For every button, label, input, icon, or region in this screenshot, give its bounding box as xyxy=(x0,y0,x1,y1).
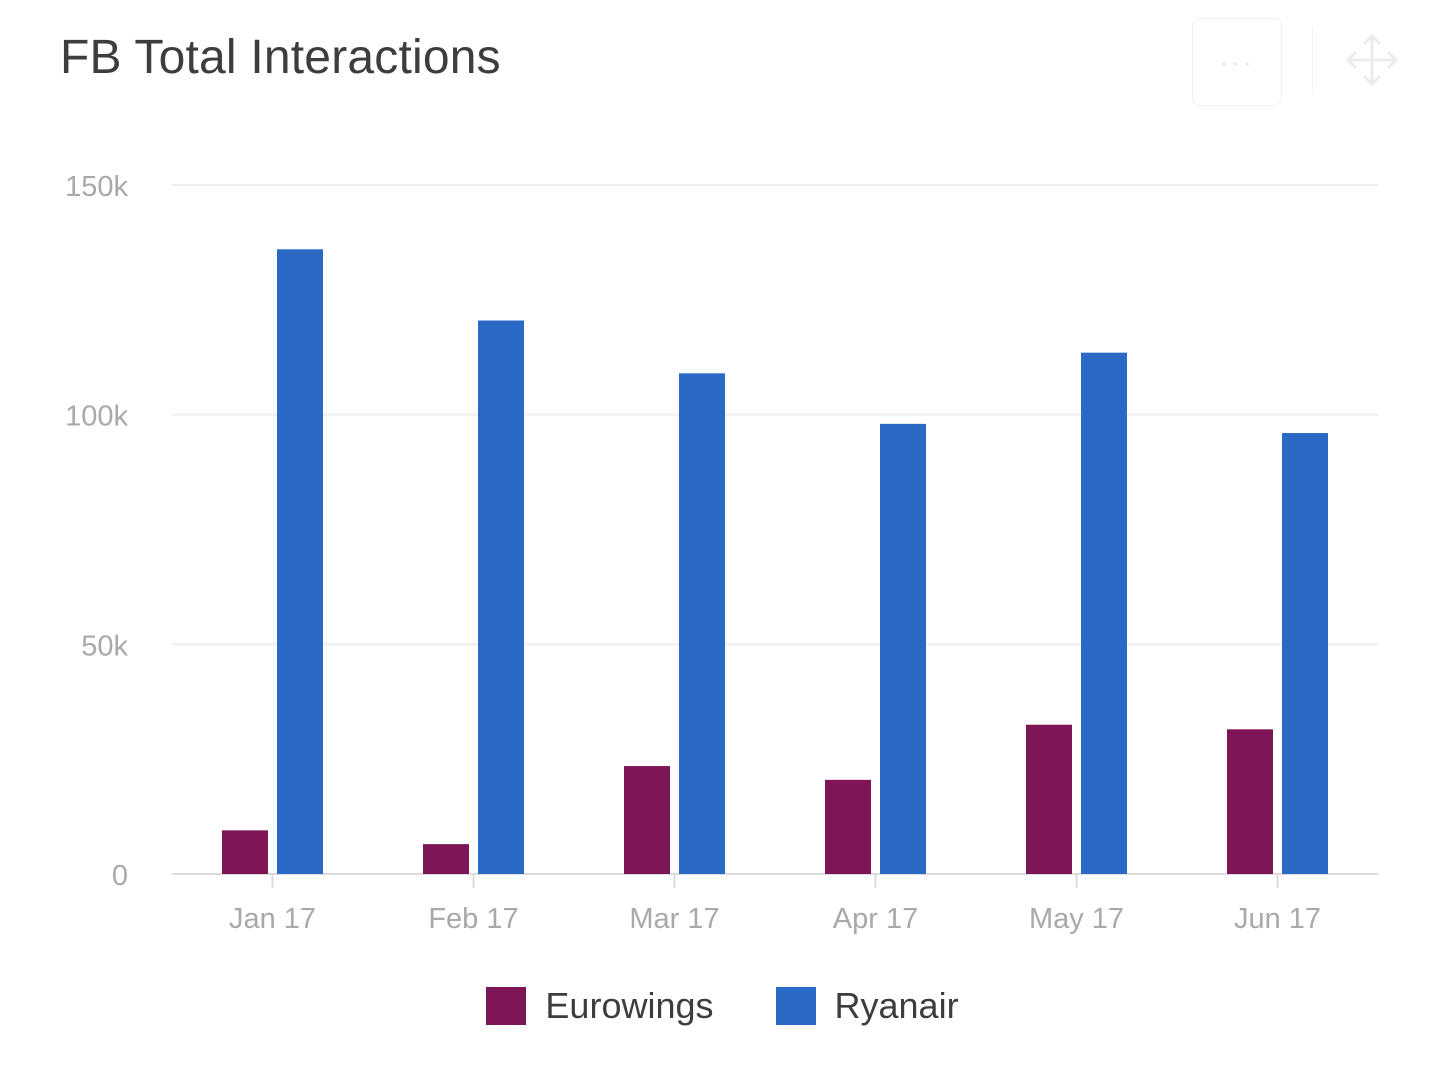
legend-label: Eurowings xyxy=(545,985,714,1026)
bar-ryanair-jan-17[interactable] xyxy=(277,249,323,875)
bar-ryanair-may-17[interactable] xyxy=(1081,352,1127,874)
x-tick-label: Jun 17 xyxy=(1234,903,1321,935)
bar-ryanair-feb-17[interactable] xyxy=(478,320,524,875)
bar-ryanair-mar-17[interactable] xyxy=(679,373,725,874)
bar-eurowings-jan-17[interactable] xyxy=(222,830,268,874)
bar-ryanair-apr-17[interactable] xyxy=(880,423,926,874)
bar-eurowings-may-17[interactable] xyxy=(1026,724,1072,874)
widget-menu-button[interactable]: ··· xyxy=(1192,18,1282,106)
y-tick-label: 50k xyxy=(81,630,128,662)
header-divider xyxy=(1312,28,1313,94)
y-axis-ticks: 0 50k 100k 150k xyxy=(65,171,128,892)
move-arrows-icon xyxy=(1346,34,1398,86)
x-tick-label: Mar 17 xyxy=(629,903,719,935)
legend-item-eurowings[interactable]: Eurowings xyxy=(486,985,714,1027)
drag-handle[interactable] xyxy=(1342,30,1402,90)
x-tick-label: Jan 17 xyxy=(229,903,316,935)
x-tick-label: Feb 17 xyxy=(428,903,518,935)
x-axis-ticks: Jan 17 Feb 17 Mar 17 Apr 17 May 17 Jun 17 xyxy=(229,874,1321,935)
widget-title: FB Total Interactions xyxy=(60,31,501,84)
bar-eurowings-apr-17[interactable] xyxy=(825,779,871,874)
bar-chart: 0 50k 100k 150k Jan 17 Feb 17 Mar 17 Apr 17 May… xyxy=(65,171,1378,935)
grid-lines xyxy=(172,184,1378,875)
bars xyxy=(222,249,1328,875)
bar-eurowings-jun-17[interactable] xyxy=(1227,729,1273,874)
y-tick-label: 100k xyxy=(65,401,128,433)
legend-item-ryanair[interactable]: Ryanair xyxy=(775,985,959,1027)
x-tick-label: Apr 17 xyxy=(833,903,918,935)
y-tick-label: 0 xyxy=(112,860,128,892)
more-horizontal-icon: ··· xyxy=(1219,47,1255,77)
legend-swatch xyxy=(486,987,527,1025)
y-tick-label: 150k xyxy=(65,171,128,203)
chart-legend: Eurowings Ryanair xyxy=(0,985,1445,1027)
x-tick-label: May 17 xyxy=(1029,903,1124,935)
bar-eurowings-feb-17[interactable] xyxy=(423,844,469,874)
legend-label: Ryanair xyxy=(834,985,959,1026)
bar-eurowings-mar-17[interactable] xyxy=(624,766,670,874)
legend-swatch xyxy=(775,987,816,1025)
bar-ryanair-jun-17[interactable] xyxy=(1282,433,1328,874)
